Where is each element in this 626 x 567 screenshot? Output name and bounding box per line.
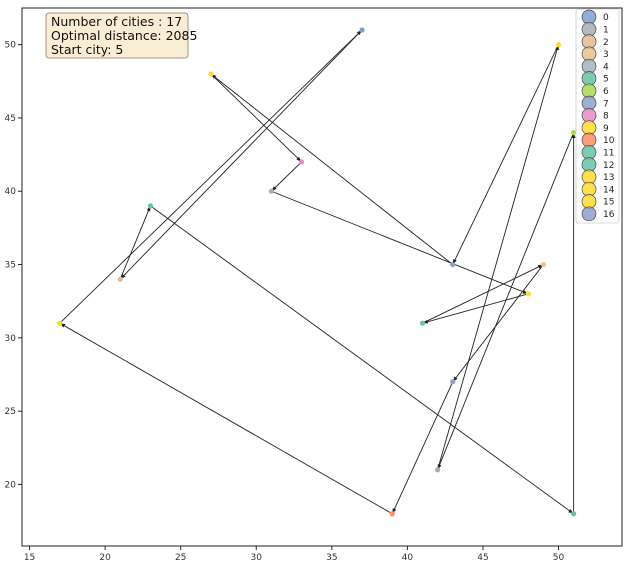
route-edge [452, 44, 559, 265]
route-edge [452, 264, 544, 383]
legend-label-10: 10 [603, 136, 615, 146]
route-edge [391, 381, 454, 514]
legend-label-8: 8 [603, 112, 609, 122]
city-point-7 [450, 379, 456, 385]
legend-marker-14 [581, 181, 597, 197]
y-axis: 20 25 30 35 40 45 50 [5, 41, 22, 490]
route-edge [210, 73, 302, 163]
legend-label-5: 5 [603, 75, 609, 85]
legend-marker-0 [581, 9, 597, 25]
city-point-9 [525, 291, 531, 297]
plot-area [21, 7, 623, 547]
legend-label-1: 1 [603, 26, 609, 36]
y-tick-label: 25 [5, 407, 16, 417]
legend-label-9: 9 [603, 124, 609, 134]
city-point-10 [389, 511, 395, 517]
city-point-3 [540, 261, 547, 268]
city-point-2 [117, 276, 123, 282]
legend-label-15: 15 [603, 198, 614, 208]
legend-label-6: 6 [603, 87, 609, 97]
legend-marker-8 [581, 108, 597, 123]
y-tick-label: 50 [5, 41, 17, 51]
y-tick-label: 35 [5, 261, 16, 271]
legend-label-4: 4 [603, 62, 609, 72]
route-edge [119, 29, 363, 280]
city-point-14 [208, 71, 214, 77]
route-edge [437, 44, 559, 470]
legend-marker-12 [581, 157, 597, 172]
info-start-city: Start city: 5 [51, 42, 123, 57]
city-point-5 [147, 203, 154, 209]
legend-label-16: 16 [603, 210, 615, 220]
route-edge [59, 29, 363, 324]
legend-label-11: 11 [603, 149, 614, 159]
route-edge [271, 161, 302, 192]
y-tick-label: 40 [5, 187, 17, 197]
legend-label-0: 0 [603, 13, 609, 23]
y-tick-label: 30 [5, 334, 17, 344]
legend-marker-4 [581, 58, 597, 74]
legend-marker-2 [581, 34, 597, 49]
route-edges [59, 29, 576, 515]
city-point-8 [298, 159, 305, 165]
legend-label-3: 3 [603, 50, 609, 60]
city-point-13 [57, 320, 63, 326]
city-point-6 [571, 130, 577, 136]
city-points [57, 27, 577, 517]
x-tick-label: 30 [251, 553, 263, 563]
info-box: Number of cities : 17 Optimal distance: … [45, 12, 197, 59]
legend-marker-10 [581, 132, 597, 148]
legend-label-2: 2 [603, 38, 609, 48]
x-tick-label: 20 [99, 553, 111, 563]
legend-label-14: 14 [603, 185, 615, 195]
city-point-12 [571, 511, 577, 517]
x-tick-label: 25 [175, 553, 186, 563]
route-edge [59, 322, 393, 515]
route-edge [437, 132, 575, 470]
info-number-of-cities: Number of cities : 17 [51, 14, 182, 29]
legend-label-7: 7 [603, 99, 609, 109]
city-point-1 [435, 467, 441, 473]
legend-marker-9 [581, 120, 597, 136]
legend-marker-3 [581, 46, 597, 62]
legend-marker-11 [581, 144, 597, 160]
legend-marker-16 [581, 206, 597, 222]
info-optimal-distance: Optimal distance: 2085 [51, 28, 197, 43]
info-box-background [45, 12, 189, 59]
x-tick-label: 50 [553, 553, 565, 563]
city-point-11 [419, 320, 426, 326]
x-tick-label: 15 [24, 553, 35, 563]
city-point-15 [555, 42, 562, 48]
legend-marker-1 [581, 21, 597, 37]
y-tick-label: 45 [5, 114, 16, 124]
route-edge [422, 293, 529, 324]
route-edge [119, 205, 151, 280]
legend-label-13: 13 [603, 173, 614, 183]
legend-marker-13 [581, 169, 597, 185]
city-point-4 [268, 188, 274, 194]
city-point-16 [450, 261, 456, 268]
legend-marker-15 [581, 194, 597, 209]
city-point-0 [359, 27, 365, 33]
route-edge [150, 205, 574, 515]
y-tick-label: 20 [5, 480, 17, 490]
legend-marker-5 [581, 71, 597, 86]
legend-marker-6 [581, 83, 597, 99]
x-tick-label: 40 [402, 553, 414, 563]
route-edge [422, 264, 544, 324]
route-edge [271, 190, 529, 295]
legend-marker-7 [581, 95, 597, 111]
x-tick-label: 45 [477, 553, 488, 563]
legend-label-12: 12 [603, 161, 614, 171]
x-tick-label: 35 [326, 553, 337, 563]
x-axis: 15 20 25 30 35 40 45 50 [24, 546, 565, 563]
route-edge [210, 73, 454, 265]
